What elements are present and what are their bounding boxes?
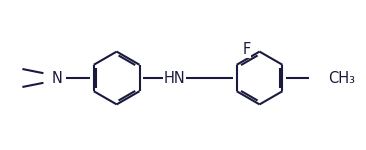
Text: F: F <box>242 42 250 57</box>
Text: CH₃: CH₃ <box>329 70 356 86</box>
Text: HN: HN <box>164 70 186 86</box>
Text: N: N <box>52 70 63 86</box>
